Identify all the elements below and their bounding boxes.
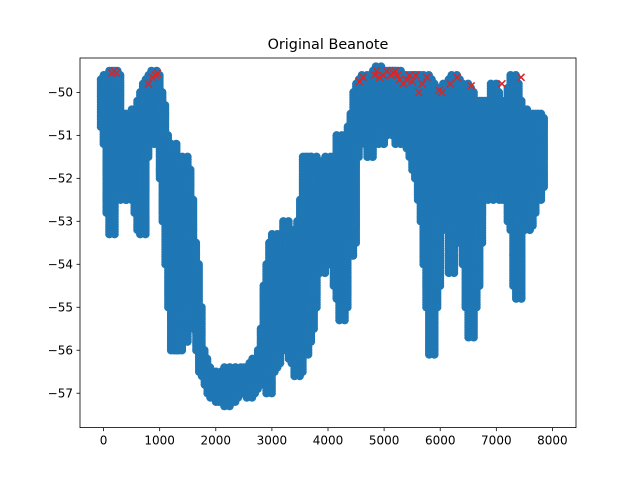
data-point <box>110 230 119 239</box>
plot-data-layer <box>96 62 549 411</box>
data-point <box>177 346 187 355</box>
chart-title: Original Beanote <box>268 37 389 53</box>
data-point <box>298 367 307 376</box>
data-point <box>267 389 276 398</box>
data-point <box>183 337 192 346</box>
data-point-series <box>96 62 549 411</box>
data-point <box>144 152 153 162</box>
data-point <box>275 358 285 368</box>
data-point <box>141 230 150 239</box>
